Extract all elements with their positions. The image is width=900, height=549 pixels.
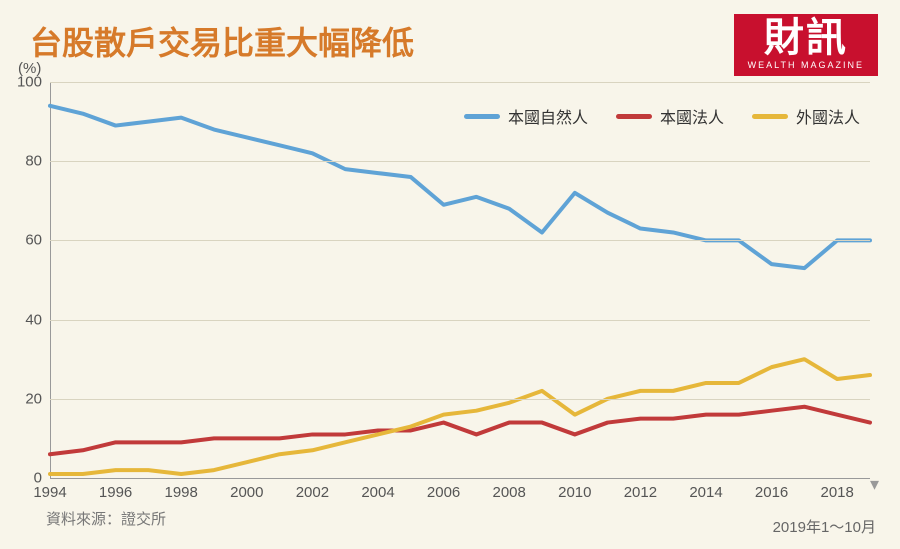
- logo-main-text: 財訊: [748, 18, 864, 58]
- x-tick-label: 2016: [755, 484, 788, 501]
- legend-label: 外國法人: [796, 104, 860, 128]
- legend-label: 本國法人: [660, 104, 724, 128]
- y-tick-label: 40: [25, 311, 42, 328]
- y-tick-label: 20: [25, 390, 42, 407]
- footnote-date-range: 2019年1～10月: [773, 516, 876, 537]
- x-tick-label: 2012: [624, 484, 657, 501]
- legend-swatch: [464, 114, 500, 119]
- chart-container: 台股散戶交易比重大幅降低 財訊 WEALTH MAGAZINE (%) 本國自然…: [0, 0, 900, 549]
- legend-item: 外國法人: [752, 104, 860, 128]
- logo-sub-text: WEALTH MAGAZINE: [748, 60, 864, 70]
- gridline: [50, 161, 870, 162]
- x-tick-label: 2000: [230, 484, 263, 501]
- gridline: [50, 82, 870, 83]
- plot-area: 本國自然人本國法人外國法人 02040608010019941996199820…: [50, 82, 870, 478]
- x-tick-label: 2002: [296, 484, 329, 501]
- legend-swatch: [616, 114, 652, 119]
- data-source: 資料來源：證交所: [46, 508, 166, 529]
- legend: 本國自然人 本國法人 外國法人: [464, 104, 860, 128]
- y-tick-label: 80: [25, 153, 42, 170]
- x-tick-label: 1998: [165, 484, 198, 501]
- series-line: [50, 359, 870, 474]
- legend-label: 本國自然人: [508, 104, 588, 128]
- x-tick-label: 1996: [99, 484, 132, 501]
- y-tick-label: 60: [25, 232, 42, 249]
- legend-item: 本國法人: [616, 104, 724, 128]
- y-tick-label: 100: [17, 74, 42, 91]
- x-tick-label: 2010: [558, 484, 591, 501]
- gridline: [50, 399, 870, 400]
- x-tick-label: 2014: [689, 484, 722, 501]
- x-tick-label: 2004: [361, 484, 394, 501]
- x-tick-label: 2008: [493, 484, 526, 501]
- x-tick-label: 2006: [427, 484, 460, 501]
- line-series-svg: [50, 82, 870, 478]
- x-tick-label: 1994: [33, 484, 66, 501]
- title-text: 台股散戶交易比重大幅降低: [30, 25, 414, 61]
- chart-title: 台股散戶交易比重大幅降低: [30, 18, 414, 64]
- legend-item: 本國自然人: [464, 104, 588, 128]
- x-tick-label: 2018: [821, 484, 854, 501]
- gridline: [50, 240, 870, 241]
- x-axis-arrow-icon: ▾: [870, 474, 879, 495]
- wealth-magazine-logo: 財訊 WEALTH MAGAZINE: [734, 14, 878, 76]
- gridline: [50, 320, 870, 321]
- legend-swatch: [752, 114, 788, 119]
- series-line: [50, 106, 870, 268]
- gridline: [50, 478, 870, 479]
